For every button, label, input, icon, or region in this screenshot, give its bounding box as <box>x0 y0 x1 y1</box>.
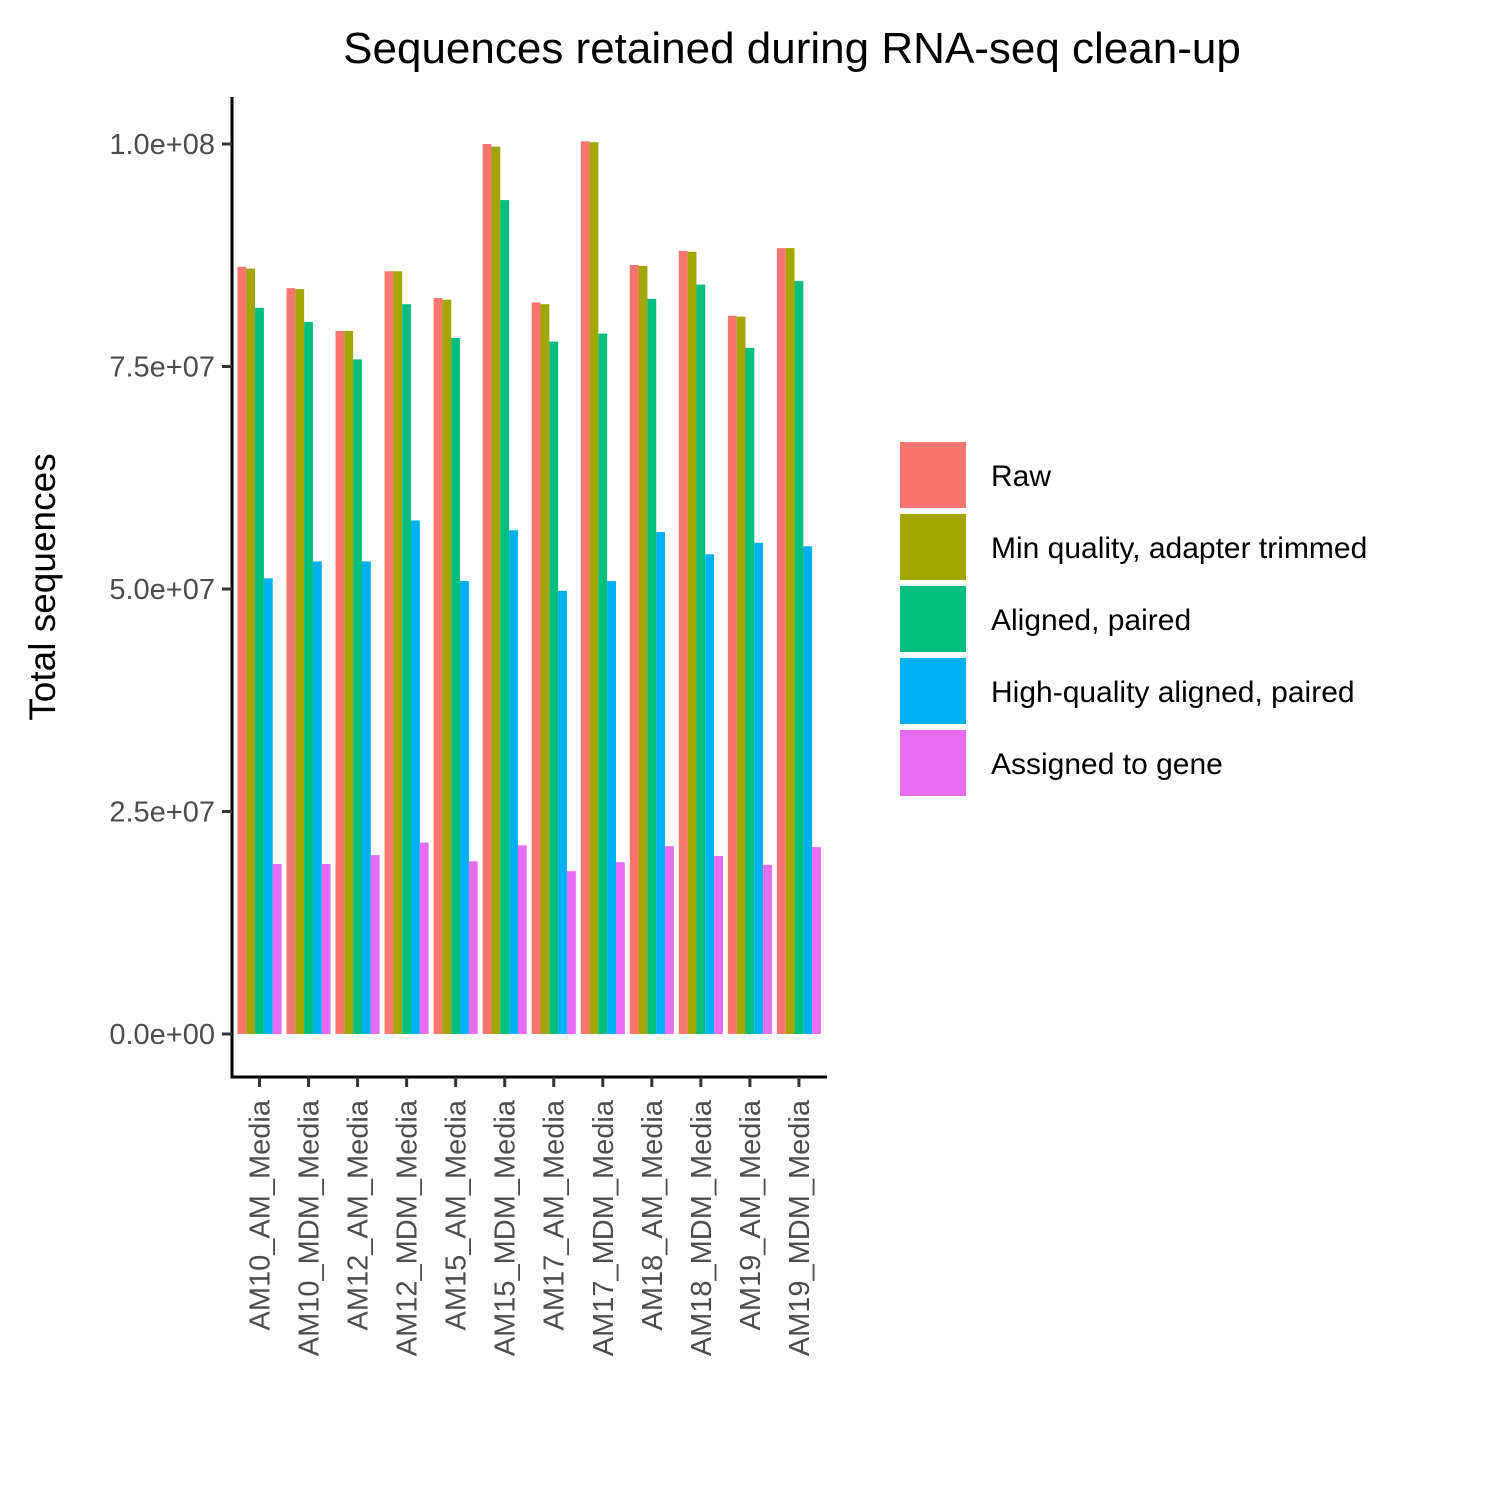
x-tick-label: AM15_MDM_Media <box>490 1099 522 1356</box>
bar-AM18_MDM_Media-aligned-paired <box>696 284 706 1034</box>
bar-AM12_AM_Media-assigned-to-gene <box>370 855 380 1034</box>
bar-AM17_MDM_Media-assigned-to-gene <box>616 862 625 1034</box>
legend-label: Raw <box>991 460 1051 493</box>
chart-title: Sequences retained during RNA-seq clean-… <box>343 24 1241 73</box>
bar-AM19_MDM_Media-aligned-paired <box>794 281 804 1034</box>
y-tick-label: 5.0e+07 <box>109 574 215 606</box>
x-tick-label: AM12_MDM_Media <box>392 1099 424 1356</box>
bar-AM10_MDM_Media-aligned-paired <box>304 322 313 1034</box>
bar-AM18_AM_Media-aligned-paired <box>647 298 657 1034</box>
bar-AM18_MDM_Media-high-quality-aligned-paired <box>705 554 715 1034</box>
bar-AM10_AM_Media-assigned-to-gene <box>272 864 282 1034</box>
bar-AM17_AM_Media-high-quality-aligned-paired <box>558 590 567 1034</box>
legend: Raw Min quality, adapter trimmed Aligned, … <box>900 442 1367 796</box>
bar-AM12_AM_Media-high-quality-aligned-paired <box>361 561 371 1034</box>
bar-AM17_AM_Media-assigned-to-gene <box>566 871 576 1034</box>
bar-AM10_MDM_Media-assigned-to-gene <box>321 864 331 1034</box>
bar-AM15_AM_Media-raw <box>433 297 443 1035</box>
legend-label: Assigned to gene <box>991 748 1223 781</box>
legend-label: Min quality, adapter trimmed <box>991 532 1367 565</box>
legend-key-assigned-to-gene <box>900 730 966 796</box>
axes-layer: 0.0e+00 2.5e+07 5.0e+07 7.5e+07 1.0e+08 AM10_… <box>109 97 827 1356</box>
bars-layer <box>237 141 821 1035</box>
bar-AM18_AM_Media-min-quality-adapter-trimmed <box>638 265 648 1034</box>
legend-key-aligned-paired <box>900 586 966 652</box>
bar-AM18_MDM_Media-assigned-to-gene <box>714 856 723 1034</box>
bar-AM15_AM_Media-assigned-to-gene <box>468 861 478 1034</box>
bar-AM12_MDM_Media-assigned-to-gene <box>419 842 429 1034</box>
bar-AM18_AM_Media-high-quality-aligned-paired <box>656 532 666 1034</box>
y-tick-label: 7.5e+07 <box>109 352 215 384</box>
bar-AM10_AM_Media-high-quality-aligned-paired <box>263 578 273 1034</box>
legend-label: Aligned, paired <box>991 604 1191 637</box>
bar-AM10_MDM_Media-min-quality-adapter-trimmed <box>295 289 305 1034</box>
bar-AM10_AM_Media-min-quality-adapter-trimmed <box>246 268 256 1035</box>
bar-AM12_MDM_Media-raw <box>384 271 394 1034</box>
bar-AM17_MDM_Media-aligned-paired <box>598 333 608 1034</box>
x-tick-label: AM18_AM_Media <box>637 1099 669 1330</box>
bar-AM19_AM_Media-assigned-to-gene <box>763 864 772 1034</box>
bar-AM18_AM_Media-assigned-to-gene <box>665 846 674 1034</box>
bar-AM10_MDM_Media-high-quality-aligned-paired <box>312 561 322 1034</box>
bar-AM15_MDM_Media-aligned-paired <box>500 200 510 1034</box>
bar-AM12_MDM_Media-high-quality-aligned-paired <box>411 520 420 1034</box>
bar-AM12_MDM_Media-aligned-paired <box>402 304 412 1034</box>
bar-AM15_MDM_Media-assigned-to-gene <box>517 845 527 1034</box>
x-tick-label: AM18_MDM_Media <box>686 1099 718 1356</box>
x-tick-label: AM10_AM_Media <box>245 1099 277 1330</box>
bar-AM17_MDM_Media-min-quality-adapter-trimmed <box>589 142 599 1035</box>
bar-AM19_MDM_Media-min-quality-adapter-trimmed <box>785 248 795 1034</box>
y-tick-label: 2.5e+07 <box>109 797 215 829</box>
bar-AM10_AM_Media-raw <box>237 266 247 1034</box>
y-tick-label: 0.0e+00 <box>109 1019 215 1051</box>
legend-key-min-quality-adapter-trimmed <box>900 514 966 580</box>
x-tick-label: AM15_AM_Media <box>441 1099 473 1330</box>
bar-AM17_AM_Media-aligned-paired <box>549 341 559 1035</box>
y-tick-label: 1.0e+08 <box>109 129 215 161</box>
x-tick-label: AM10_MDM_Media <box>294 1099 326 1356</box>
bar-AM19_AM_Media-min-quality-adapter-trimmed <box>736 316 746 1034</box>
bar-AM15_MDM_Media-raw <box>482 144 492 1034</box>
bar-AM12_AM_Media-raw <box>335 330 345 1034</box>
bar-AM17_AM_Media-raw <box>531 302 541 1034</box>
bar-AM15_AM_Media-high-quality-aligned-paired <box>460 580 469 1034</box>
bar-AM15_MDM_Media-high-quality-aligned-paired <box>509 530 518 1034</box>
bar-AM19_MDM_Media-assigned-to-gene <box>812 847 821 1034</box>
bar-AM12_MDM_Media-min-quality-adapter-trimmed <box>393 271 403 1034</box>
legend-key-high-quality-aligned-paired <box>900 658 966 724</box>
y-axis-title: Total sequences <box>22 453 63 720</box>
bar-AM18_AM_Media-raw <box>629 265 639 1034</box>
bar-AM17_AM_Media-min-quality-adapter-trimmed <box>540 304 550 1034</box>
bar-AM19_AM_Media-high-quality-aligned-paired <box>754 542 764 1034</box>
bar-AM17_MDM_Media-raw <box>580 141 590 1034</box>
bar-AM15_AM_Media-min-quality-adapter-trimmed <box>442 299 452 1034</box>
bar-AM19_AM_Media-raw <box>727 315 737 1034</box>
legend-key-raw <box>900 442 966 508</box>
x-tick-label: AM19_MDM_Media <box>784 1099 816 1356</box>
bar-AM10_AM_Media-aligned-paired <box>255 307 264 1034</box>
bar-AM15_AM_Media-aligned-paired <box>451 338 461 1034</box>
x-tick-label: AM17_MDM_Media <box>588 1099 620 1356</box>
legend-label: High-quality aligned, paired <box>991 676 1355 709</box>
bar-AM12_AM_Media-min-quality-adapter-trimmed <box>344 330 354 1034</box>
bar-AM12_AM_Media-aligned-paired <box>353 359 362 1034</box>
bar-AM18_MDM_Media-min-quality-adapter-trimmed <box>687 251 697 1034</box>
bar-AM19_MDM_Media-high-quality-aligned-paired <box>803 546 813 1034</box>
x-tick-label: AM19_AM_Media <box>735 1099 767 1330</box>
x-tick-label: AM12_AM_Media <box>343 1099 375 1330</box>
bar-AM19_AM_Media-aligned-paired <box>745 347 755 1034</box>
bar-AM19_MDM_Media-raw <box>776 248 786 1034</box>
x-tick-label: AM17_AM_Media <box>539 1099 571 1330</box>
bar-AM18_MDM_Media-raw <box>678 250 688 1035</box>
bar-AM15_MDM_Media-min-quality-adapter-trimmed <box>491 146 501 1035</box>
bar-AM10_MDM_Media-raw <box>286 288 296 1034</box>
bar-AM17_MDM_Media-high-quality-aligned-paired <box>607 580 617 1034</box>
